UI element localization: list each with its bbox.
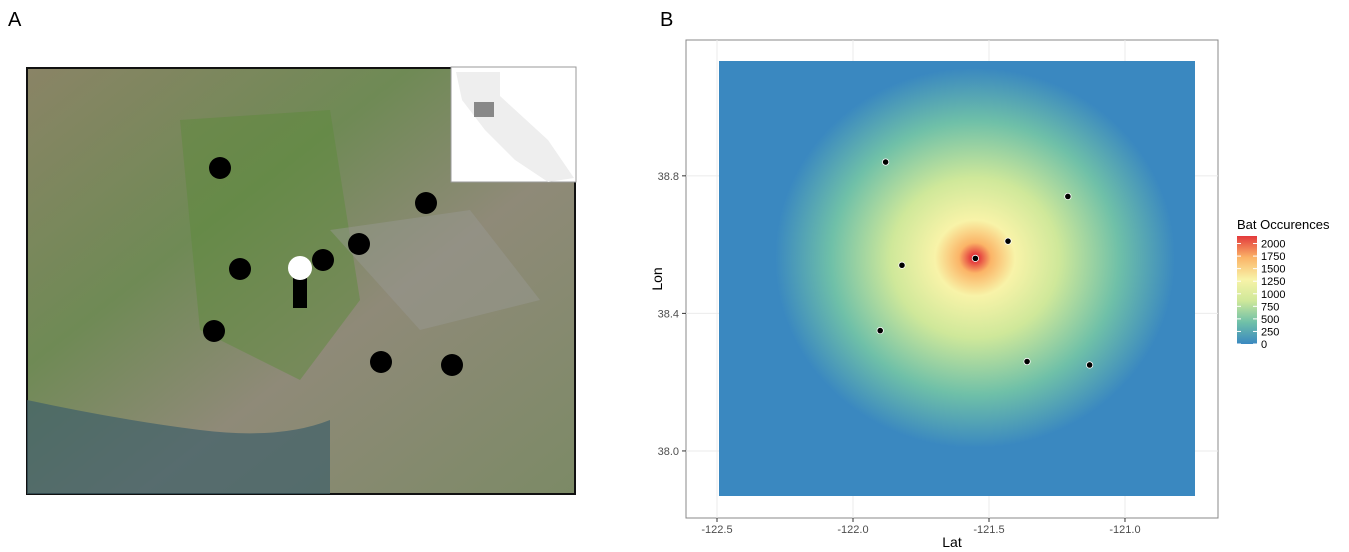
page: {"panels": {"a": {"label": "A"}, "b": {"… [0, 0, 1349, 552]
site [203, 320, 225, 342]
x-tick-label: -121.5 [973, 524, 1004, 536]
y-axis-title: Lon [649, 267, 665, 290]
colorbar-label: 250 [1261, 326, 1279, 338]
site [441, 354, 463, 376]
inset-extent [474, 102, 494, 117]
colorbar-label: 750 [1261, 301, 1279, 313]
legend-title: Bat Occurences [1237, 217, 1330, 232]
colorbar [1237, 236, 1257, 344]
site [348, 233, 370, 255]
site [229, 258, 251, 280]
panel-label: A [8, 9, 22, 31]
site [370, 351, 392, 373]
point [877, 327, 883, 333]
colorbar-label: 1000 [1261, 289, 1285, 301]
site [209, 157, 231, 179]
colorbar-label: 500 [1261, 314, 1279, 326]
point [1024, 358, 1030, 364]
colorbar-label: 1500 [1261, 264, 1285, 276]
x-tick-label: -122.5 [701, 524, 732, 536]
x-axis-title: Lat [942, 534, 962, 550]
marker-bar [293, 278, 307, 308]
x-tick-label: -122.0 [837, 524, 868, 536]
y-tick-label: 38.0 [658, 446, 679, 458]
colorbar-label: 1750 [1261, 251, 1285, 263]
colorbar-label: 2000 [1261, 239, 1285, 251]
x-tick-label: -121.0 [1109, 524, 1140, 536]
point [1005, 238, 1011, 244]
point [972, 255, 978, 261]
panel-label: B [660, 9, 673, 31]
y-tick-label: 38.8 [658, 171, 679, 183]
point [899, 262, 905, 268]
roost-site [288, 256, 312, 280]
colorbar-label: 1250 [1261, 276, 1285, 288]
point [1065, 193, 1071, 199]
chart: -122.5 -122.0 -121.5 -121.0 38.0 38.4 38.8 Lat L… [649, 40, 1330, 550]
point [882, 159, 888, 165]
site [312, 249, 334, 271]
point [1086, 362, 1092, 368]
y-tick-label: 38.4 [658, 308, 679, 320]
map [27, 67, 576, 494]
figure: A B -122.5 -122.0 -121.5 -121.0 38.0 38.4 38.8… [0, 0, 1349, 552]
site [415, 192, 437, 214]
colorbar-label: 0 [1261, 339, 1267, 351]
